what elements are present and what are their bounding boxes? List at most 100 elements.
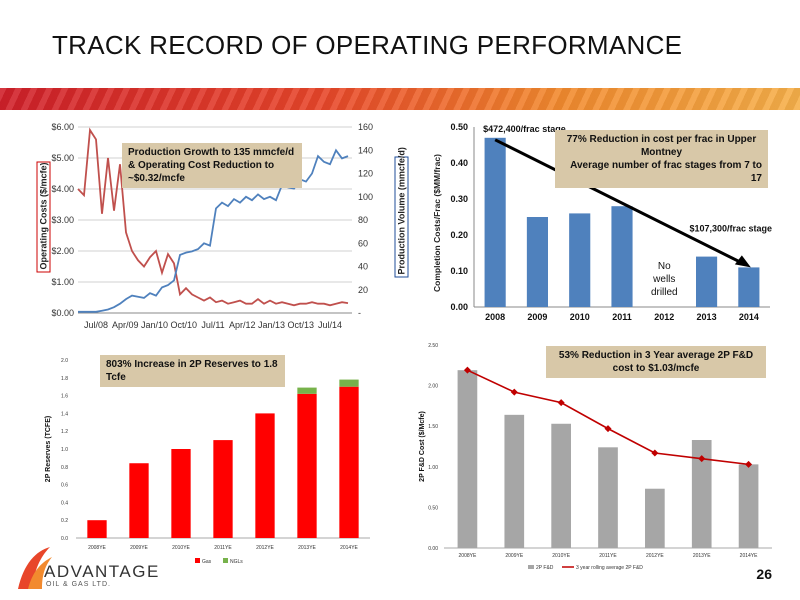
legend-swatch — [195, 558, 200, 563]
rolling-average-point — [510, 388, 518, 396]
x-tick-label: 2014YE — [740, 553, 758, 559]
header-band — [0, 88, 800, 110]
legend-label: NGLs — [230, 559, 243, 565]
gas-bar-2010YE — [171, 449, 191, 538]
frac-cost-chart: 0.00 0.10 0.20 0.30 0.40 0.50 2008 2009 2010 2011… — [450, 122, 772, 322]
no-wells-label: wells — [652, 274, 675, 285]
y-tick-label: 0.0 — [61, 536, 68, 542]
x-tick-label: Apr/09 — [112, 320, 139, 330]
y-tick-label: 0.20 — [450, 230, 468, 240]
rolling-average-point — [745, 460, 753, 468]
x-tick-label: 2011YE — [214, 545, 232, 551]
y-tick-label: 0.00 — [428, 546, 438, 552]
gas-bar-2009YE — [129, 463, 149, 538]
x-tick-label: 2012YE — [646, 553, 664, 559]
x-tick-label: 2008YE — [88, 545, 106, 551]
arrowhead-icon — [734, 255, 751, 268]
x-tick-label: 2010YE — [172, 545, 190, 551]
fd-bar-2010YE — [551, 423, 571, 548]
gas-bar-2012YE — [255, 413, 275, 538]
page-number: 26 — [756, 566, 772, 582]
legend-swatch — [528, 565, 534, 569]
left-tick-label: $0.00 — [51, 308, 74, 318]
y-tick-label: 0.40 — [450, 158, 468, 168]
x-tick-label: Oct/10 — [170, 320, 197, 330]
frac-annotation-line1: 77% Reduction in cost per frac in Upper … — [566, 134, 757, 158]
legend-swatch — [223, 558, 228, 563]
ngl-bar-2014YE — [339, 379, 359, 387]
x-tick-label: 2010 — [570, 312, 590, 322]
x-tick-label: 2014 — [739, 312, 759, 322]
bar-2010 — [569, 213, 591, 307]
left-tick-label: $4.00 — [51, 184, 74, 194]
y-tick-label: 1.2 — [61, 429, 68, 435]
x-tick-label: 2010YE — [552, 553, 570, 559]
left-tick-label: $2.00 — [51, 246, 74, 256]
rolling-average-point — [698, 455, 706, 463]
reserves-annotation: 803% Increase in 2P Reserves to 1.8 Tcfe — [100, 355, 285, 387]
rolling-average-point — [463, 366, 471, 374]
right-tick-label: - — [358, 308, 361, 318]
x-tick-label: 2012YE — [256, 545, 274, 551]
fd-bar-2008YE — [457, 370, 478, 548]
left-tick-label: $5.00 — [51, 153, 74, 163]
no-wells-label: drilled — [651, 287, 678, 298]
x-tick-label: Jul/08 — [84, 320, 108, 330]
fd-axis-label: 2P F&D Cost ($/Mcfe) — [419, 411, 426, 482]
start-cost-label: $472,400/frac stage — [483, 124, 566, 134]
no-wells-label: No — [658, 261, 671, 272]
x-tick-label: Oct/13 — [287, 320, 314, 330]
right-tick-label: 80 — [358, 215, 368, 225]
fd-bar-2011YE — [598, 447, 618, 548]
y-tick-label: 0.50 — [428, 505, 438, 511]
y-tick-label: 2.0 — [61, 358, 68, 364]
bar-2008 — [484, 137, 506, 307]
y-tick-label: 0.4 — [61, 500, 68, 506]
x-tick-label: 2009YE — [505, 553, 523, 559]
x-tick-label: 2011YE — [599, 553, 617, 559]
y-tick-label: 0.30 — [450, 194, 468, 204]
fd-cost-chart: 0.00 0.50 1.00 1.50 2.00 2.50 2P F&D Cost ($/M… — [419, 343, 772, 571]
right-tick-label: 60 — [358, 238, 368, 248]
end-cost-label: $107,300/frac stage — [689, 223, 772, 233]
legend-label: 2P F&D — [536, 565, 554, 571]
fd-annotation: 53% Reduction in 3 Year average 2P F&D c… — [546, 346, 766, 378]
x-tick-label: 2013 — [697, 312, 717, 322]
right-tick-label: 40 — [358, 262, 368, 272]
production-annotation: Production Growth to 135 mmcfe/d & Opera… — [122, 143, 302, 188]
rolling-average-point — [557, 399, 565, 407]
y-tick-label: 0.00 — [450, 302, 468, 312]
opcost-series-line — [77, 127, 349, 307]
right-tick-label: 20 — [358, 285, 368, 295]
frac-annotation: 77% Reduction in cost per frac in Upper … — [555, 130, 768, 188]
ngl-bar-2013YE — [297, 387, 317, 394]
bar-2013 — [696, 256, 718, 307]
fd-bar-2009YE — [504, 414, 525, 548]
left-tick-label: $1.00 — [51, 277, 74, 287]
x-tick-label: 2013YE — [298, 545, 316, 551]
x-tick-label: 2009 — [527, 312, 547, 322]
y-tick-label: 1.50 — [428, 424, 438, 430]
right-tick-label: 120 — [358, 169, 373, 179]
fd-bar-2014YE — [738, 464, 759, 548]
y-tick-label: 2.00 — [428, 384, 438, 390]
left-axis-label: Operating Costs ($/mcfe) — [36, 161, 51, 273]
y-tick-label: 0.50 — [450, 122, 468, 132]
y-tick-label: 1.4 — [61, 411, 68, 417]
reserves-chart: 0.0 0.2 0.4 0.6 0.8 1.0 1.2 1.4 1.6 1.8 2.0 2P Rese… — [45, 358, 370, 565]
x-tick-label: Apr/12 — [229, 320, 256, 330]
legend-label: Gas — [202, 559, 212, 565]
y-tick-label: 2.50 — [428, 343, 438, 349]
right-tick-label: 100 — [358, 192, 373, 202]
x-tick-label: Jan/10 — [141, 320, 168, 330]
page-title: TRACK RECORD OF OPERATING PERFORMANCE — [52, 30, 683, 60]
trend-arrow-line — [494, 138, 744, 265]
y-tick-label: 1.00 — [428, 465, 438, 471]
x-tick-label: Jan/13 — [258, 320, 285, 330]
x-tick-label: 2008 — [485, 312, 505, 322]
frac-axis-label: Completion Costs/Frac ($MM/frac) — [432, 154, 442, 292]
x-tick-label: Jul/11 — [201, 320, 224, 330]
legend-label: 3 year rolling average 2P F&D — [576, 565, 643, 571]
rolling-average-point — [604, 425, 612, 433]
bar-2009 — [526, 217, 548, 307]
